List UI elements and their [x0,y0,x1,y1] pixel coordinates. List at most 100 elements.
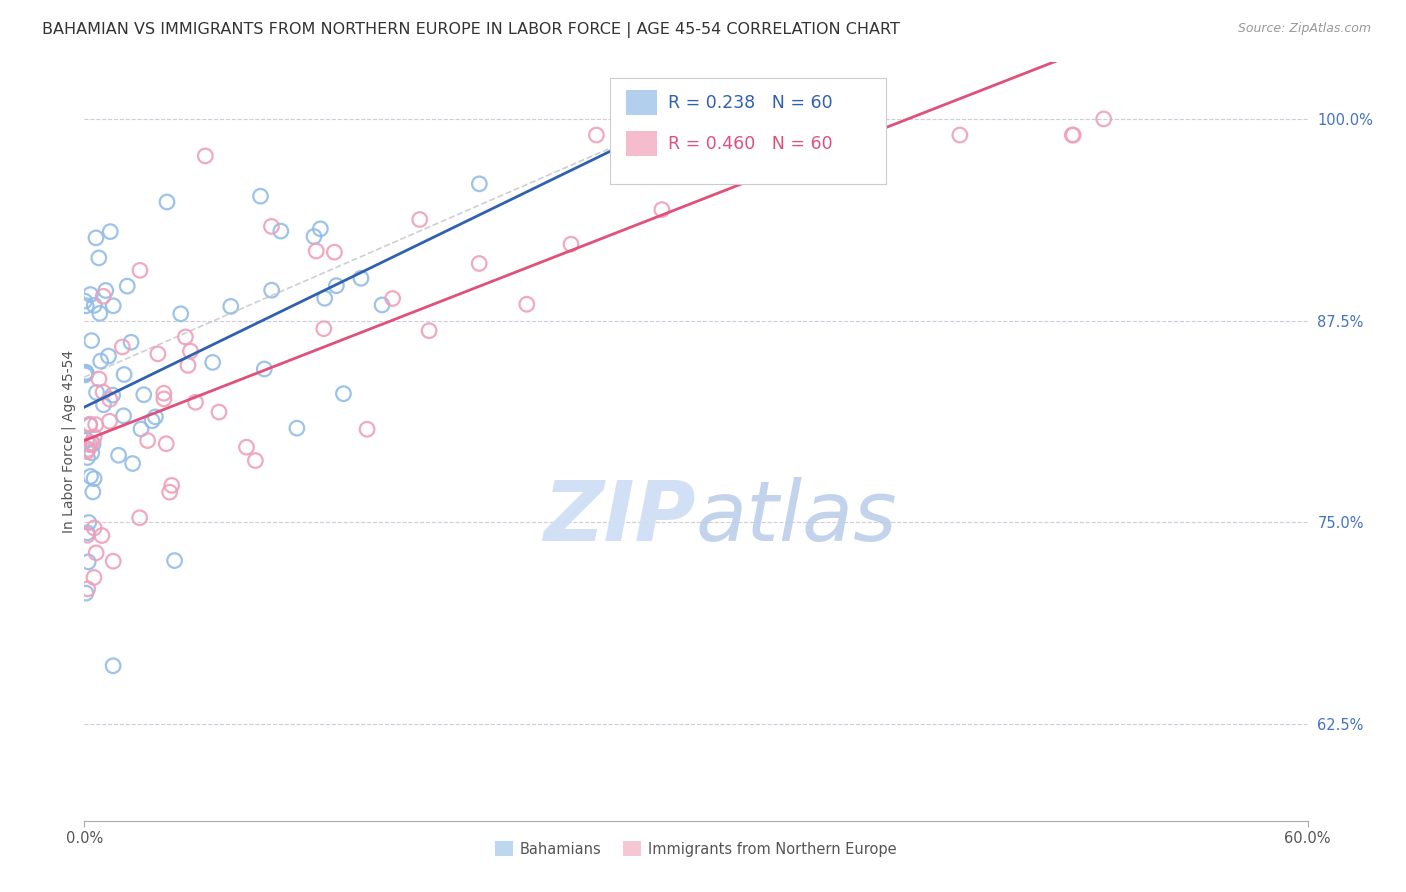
Point [75,299,97,313]
Point [112,409,135,423]
Point [80,446,103,460]
Point [76,444,98,458]
Point [815,128,838,142]
Point [350,271,373,285]
Point [101,658,124,673]
Point [76,525,98,540]
Point [75,365,97,379]
FancyBboxPatch shape [626,131,657,156]
Point [174,330,197,344]
Point [90,354,112,368]
Point [84,231,107,245]
Point [683,128,706,142]
Point [76,582,98,596]
Point [79,287,101,301]
Point [76,434,98,448]
Point [132,387,155,401]
Point [323,245,346,260]
Text: R = 0.238   N = 60: R = 0.238 N = 60 [668,94,832,112]
Point [77,555,100,569]
Point [83,570,105,584]
Point [381,292,404,306]
Point [82,484,104,499]
Point [79,418,101,433]
Point [83,430,105,444]
Point [80,436,103,450]
Point [141,414,163,428]
Point [160,478,183,492]
Point [98,414,121,428]
Point [1092,112,1115,126]
Point [84,417,107,432]
Point [371,298,394,312]
Point [163,553,186,567]
Point [76,528,98,542]
Point [145,409,167,424]
Point [270,224,292,238]
Point [120,335,142,350]
Point [332,386,354,401]
Point [155,436,177,450]
Point [73,368,96,382]
Point [98,392,121,407]
Point [749,128,772,142]
Point [87,372,110,386]
Point [245,453,267,467]
Point [146,347,169,361]
Point [90,528,112,542]
Point [153,392,176,406]
Point [585,128,607,142]
Point [91,385,114,400]
Point [82,437,104,451]
Point [314,291,336,305]
Point [129,422,152,436]
Point [83,472,105,486]
Point [89,306,111,320]
Point [249,189,271,203]
Point [763,128,786,142]
Point [325,278,347,293]
Point [107,448,129,462]
Text: R = 0.460   N = 60: R = 0.460 N = 60 [668,135,832,153]
Point [302,229,325,244]
Point [77,516,100,530]
Point [260,283,283,297]
Point [103,299,125,313]
Point [516,297,538,311]
Point [468,256,491,270]
Point [560,237,582,252]
Point [87,251,110,265]
Y-axis label: In Labor Force | Age 45-54: In Labor Force | Age 45-54 [62,350,76,533]
Point [949,128,972,142]
Point [80,334,103,348]
Point [103,554,125,568]
Point [194,149,217,163]
Text: ZIP: ZIP [543,477,696,558]
Point [101,388,124,402]
Point [219,300,242,314]
Point [305,244,328,258]
Point [73,293,96,308]
Point [153,386,176,401]
Point [418,324,440,338]
Point [208,405,231,419]
Point [112,368,135,382]
Point [312,322,335,336]
Point [860,128,883,142]
Point [75,586,97,600]
Point [136,434,159,448]
Point [86,385,108,400]
Text: BAHAMIAN VS IMMIGRANTS FROM NORTHERN EUROPE IN LABOR FORCE | AGE 45-54 CORRELATI: BAHAMIAN VS IMMIGRANTS FROM NORTHERN EUR… [42,22,900,38]
Text: Source: ZipAtlas.com: Source: ZipAtlas.com [1237,22,1371,36]
Point [177,359,200,373]
Point [121,457,143,471]
Point [179,344,201,359]
Legend: Bahamians, Immigrants from Northern Europe: Bahamians, Immigrants from Northern Euro… [489,836,903,863]
Point [77,442,100,457]
Point [159,485,181,500]
Point [1062,128,1084,142]
FancyBboxPatch shape [626,90,657,115]
Point [409,212,432,227]
Point [128,510,150,524]
Point [93,398,115,412]
